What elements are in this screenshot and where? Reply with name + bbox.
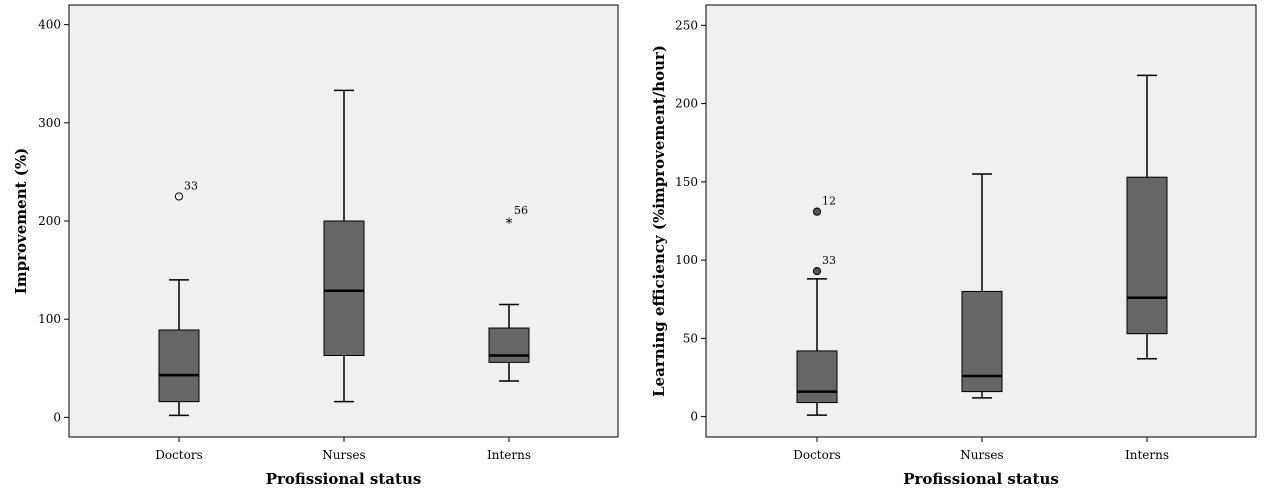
x-tick-label: Nurses [960, 448, 1003, 462]
x-axis-title: Profissional status [903, 470, 1059, 488]
outlier-label: 56 [514, 204, 528, 217]
y-tick-label: 200 [38, 214, 61, 228]
outlier-label: 33 [184, 179, 198, 192]
box-iqr [158, 329, 200, 403]
y-tick-label: 300 [38, 116, 61, 130]
box-nurses [323, 89, 365, 403]
outlier-point [812, 266, 822, 276]
outlier-point [174, 192, 184, 201]
y-axis-title: Improvement (%) [12, 148, 30, 294]
y-tick-label: 250 [675, 18, 698, 32]
box-iqr [488, 327, 530, 363]
y-axis-title: Learning efficiency (%improvement/hour) [650, 45, 668, 397]
outlier-label: 12 [822, 195, 836, 208]
y-tick-label: 400 [38, 18, 61, 32]
y-tick-label: 100 [38, 312, 61, 326]
outlier-star: * [506, 216, 513, 232]
box-iqr [1126, 176, 1168, 335]
y-tick-label: 150 [675, 175, 698, 189]
y-tick-label: 100 [675, 253, 698, 267]
outlier-point [812, 207, 822, 216]
outlier-label: 33 [822, 254, 836, 267]
x-tick-label: Interns [487, 448, 531, 462]
x-tick-label: Interns [1125, 448, 1169, 462]
x-tick-label: Doctors [793, 448, 841, 462]
box-iqr [323, 220, 365, 357]
x-tick-label: Doctors [155, 448, 203, 462]
y-tick-label: 50 [683, 331, 698, 345]
y-tick-label: 0 [53, 410, 61, 424]
box-nurses [961, 173, 1003, 399]
box-interns [1126, 74, 1168, 360]
y-tick-label: 200 [675, 97, 698, 111]
box-doctors: 33 [158, 179, 200, 417]
x-axis-title: Profissional status [266, 470, 422, 488]
chart-panel-2: 0 50 100 150 200 250 Doctors Nurses Interns Profi… [650, 4, 1257, 488]
chart-panel-1: 0 100 200 300 400 Doctors Nurses Interns Profiss… [12, 4, 619, 488]
x-tick-label: Nurses [322, 448, 365, 462]
box-doctors: 12 33 [796, 195, 838, 416]
box-interns: *56 [488, 204, 530, 382]
box-iqr [796, 350, 838, 404]
y-tick-label: 0 [690, 410, 698, 424]
